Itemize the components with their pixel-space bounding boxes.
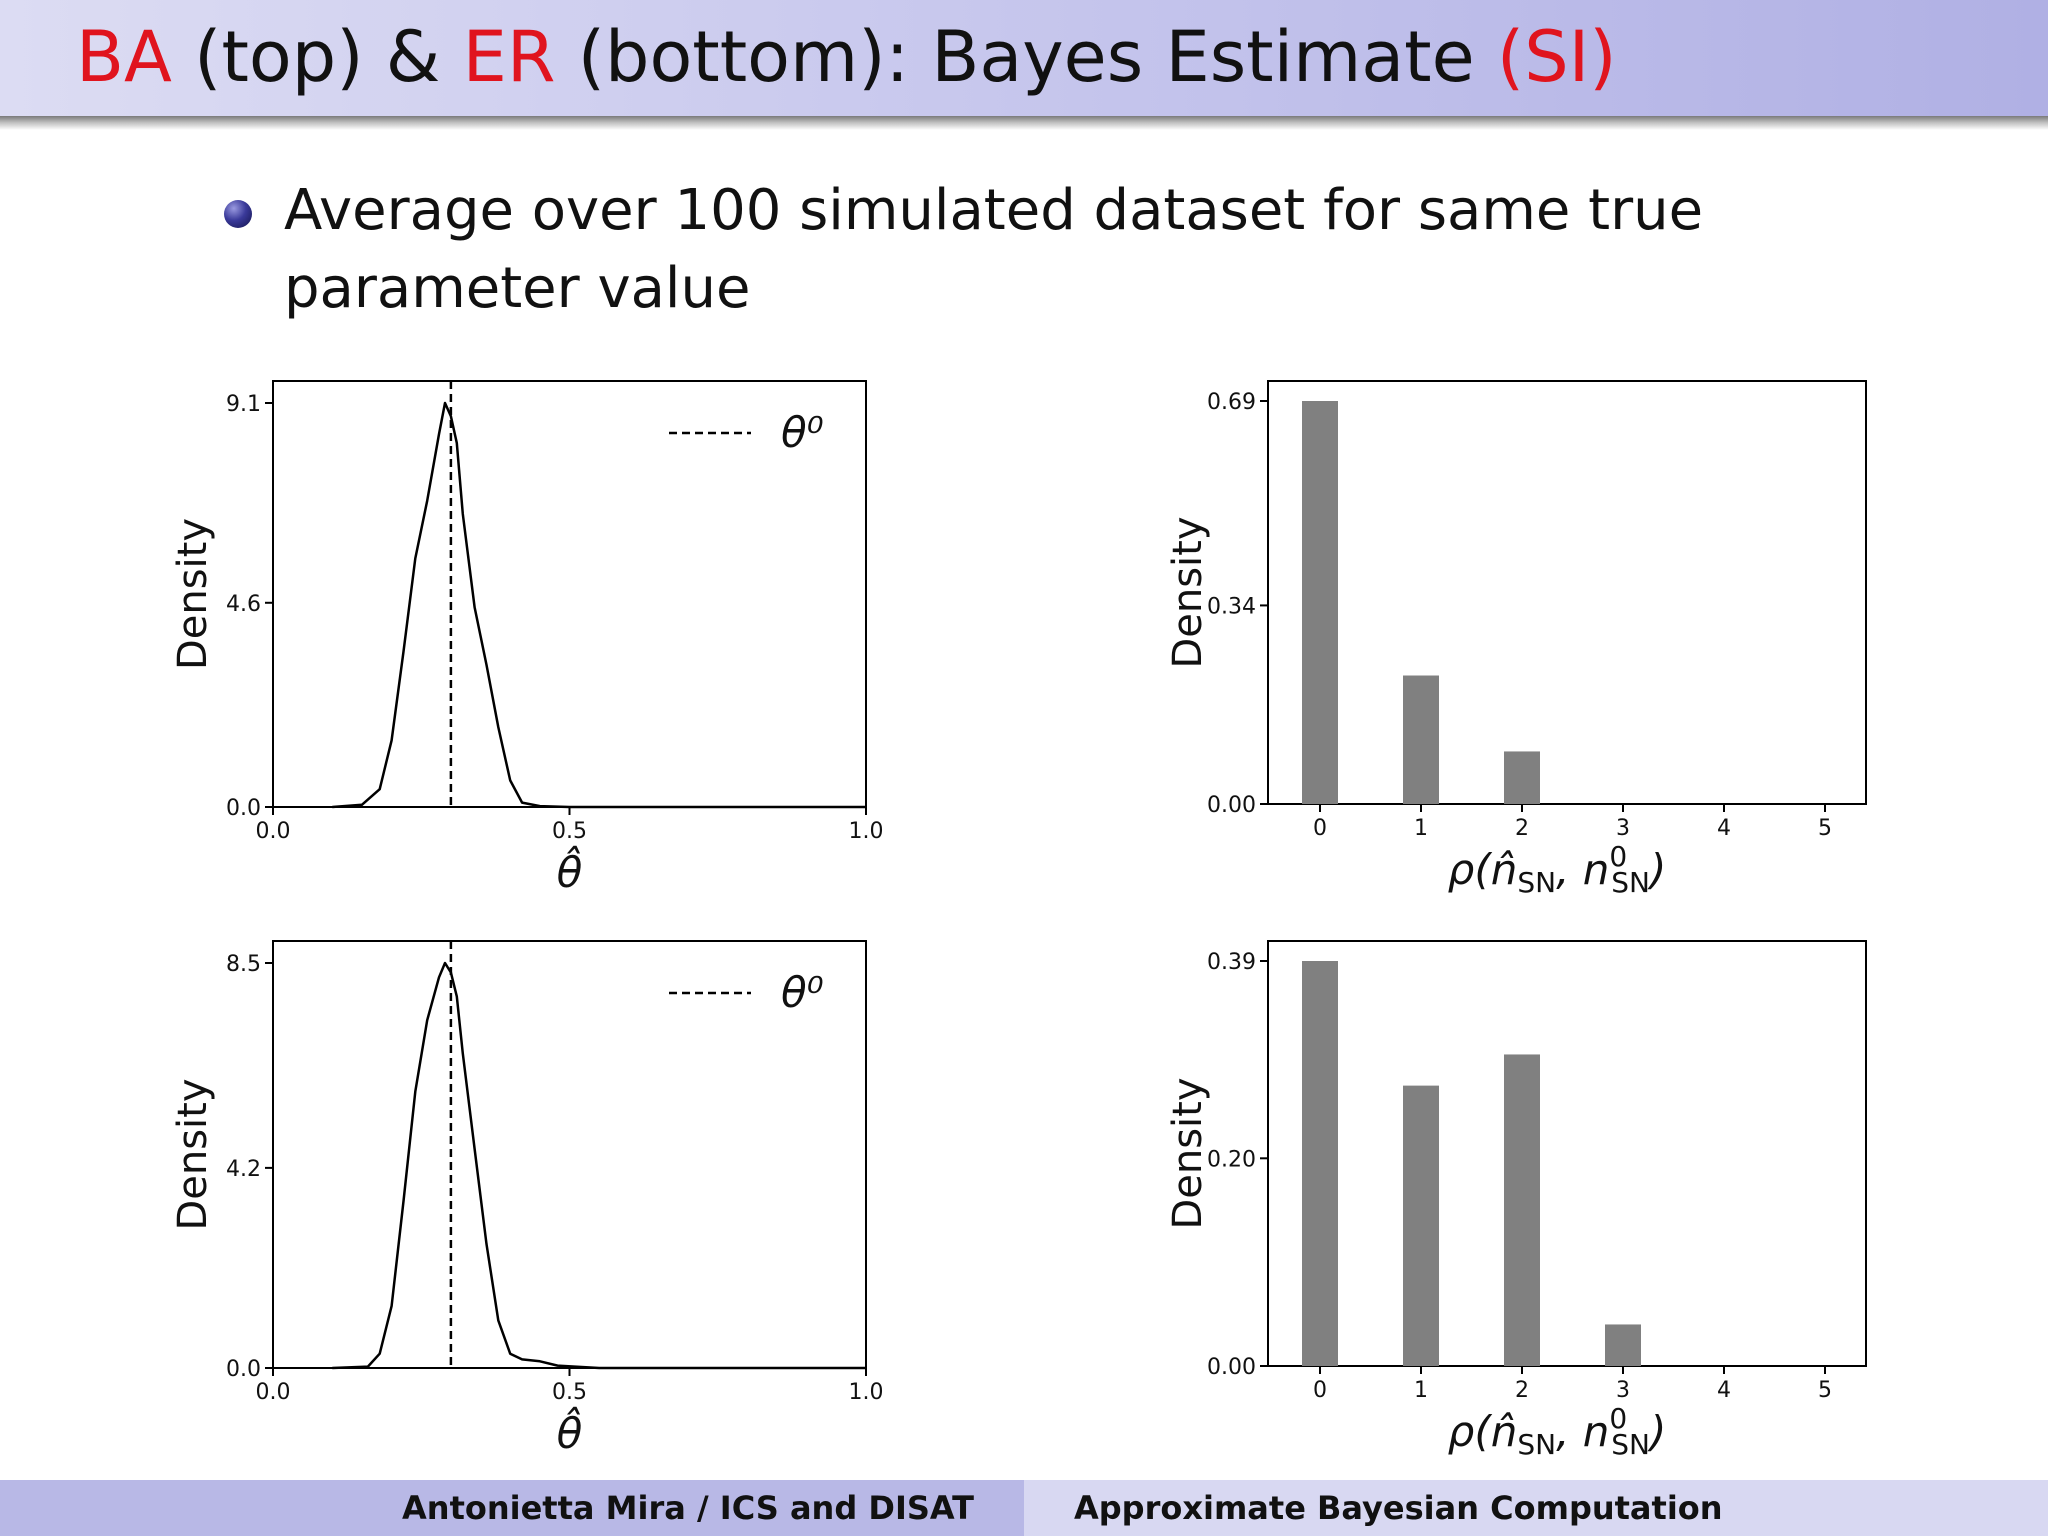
chart1-xtick-label: 0.0 — [256, 819, 291, 844]
chart2-xtick-label: 2 — [1515, 816, 1529, 841]
chart4-xtick-label: 4 — [1717, 1378, 1731, 1403]
chart1-ytick-label: 9.1 — [226, 392, 261, 417]
chart2-bar — [1302, 401, 1338, 804]
chart3-xlabel: θ̂ — [557, 1406, 583, 1458]
chart2-xtick-label: 4 — [1717, 816, 1731, 841]
chart2-xtick-label: 5 — [1818, 816, 1832, 841]
footer-talk-title: Approximate Bayesian Computation — [1024, 1480, 2048, 1536]
chart2-xtick-label: 3 — [1616, 816, 1630, 841]
chart4-xtick-label: 0 — [1313, 1378, 1327, 1403]
chart2-bar — [1403, 675, 1439, 804]
chart2-frame — [1267, 380, 1867, 805]
chart1-xtick-label: 1.0 — [849, 819, 884, 844]
chart4-bar — [1403, 1085, 1439, 1366]
chart3-ytick-label: 0.0 — [226, 1357, 261, 1382]
chart2-ylabel: Density — [1165, 516, 1211, 668]
chart2-xlabel: ρ(n̂SN, n0 SN) — [1448, 840, 1667, 899]
chart2-bar — [1504, 751, 1540, 804]
chart4-frame — [1267, 940, 1867, 1367]
chart4-ylabel: Density — [1165, 1077, 1211, 1229]
chart4-bar — [1605, 1324, 1641, 1366]
chart4-ytick-label: 0.39 — [1207, 950, 1256, 975]
chart1-legend-label: θ⁰ — [781, 408, 824, 457]
title-bar — [0, 0, 2048, 116]
footer: Antonietta Mira / ICS and DISAT Approxim… — [0, 1480, 2048, 1536]
chart4-ytick-label: 0.20 — [1207, 1147, 1256, 1172]
chart2-ytick-label: 0.00 — [1207, 793, 1256, 818]
chart3-xtick-label: 0.5 — [552, 1380, 587, 1405]
chart3-ylabel: Density — [170, 1078, 216, 1230]
title-er: ER — [462, 16, 556, 98]
slide-title: BA (top) & ER (bottom): Bayes Estimate (… — [76, 12, 1617, 102]
chart1-ylabel: Density — [170, 518, 216, 670]
chart3-xtick-label: 1.0 — [849, 1380, 884, 1405]
bullet-text: Average over 100 simulated dataset for s… — [284, 178, 1704, 321]
chart2-xtick-label: 0 — [1313, 816, 1327, 841]
title-shadow — [0, 116, 2048, 130]
title-bottom: (bottom): Bayes Estimate — [555, 16, 1497, 98]
chart3-legend-label: θ⁰ — [781, 968, 824, 1017]
chart4-xtick-label: 5 — [1818, 1378, 1832, 1403]
chart1-ytick-label: 0.0 — [226, 796, 261, 821]
title-ba: BA — [76, 16, 172, 98]
chart1-ytick-label: 4.6 — [226, 592, 261, 617]
chart3-frame — [272, 940, 867, 1369]
title-top: (top) & — [171, 16, 463, 98]
chart4-xlabel: ρ(n̂SN, n0 SN) — [1448, 1402, 1667, 1461]
chart2-ytick-label: 0.34 — [1207, 594, 1256, 619]
chart1-density-curve — [332, 401, 866, 809]
footer-author: Antonietta Mira / ICS and DISAT — [0, 1480, 1024, 1536]
chart1-frame — [272, 380, 867, 808]
chart4-xtick-label: 1 — [1414, 1378, 1428, 1403]
chart2-ytick-label: 0.69 — [1207, 390, 1256, 415]
chart3-ytick-label: 8.5 — [226, 952, 261, 977]
bullet-icon — [224, 200, 252, 228]
chart3-density-curve — [332, 961, 866, 1370]
chart2-xtick-label: 1 — [1414, 816, 1428, 841]
chart3-ytick-label: 4.2 — [226, 1157, 261, 1182]
chart4-xtick-label: 2 — [1515, 1378, 1529, 1403]
title-si: (SI) — [1496, 16, 1617, 98]
chart1-xlabel: θ̂ — [557, 845, 583, 897]
chart3-xtick-label: 0.0 — [256, 1380, 291, 1405]
chart4-bar — [1504, 1054, 1540, 1366]
chart1-xtick-label: 0.5 — [552, 819, 587, 844]
chart4-ytick-label: 0.00 — [1207, 1355, 1256, 1380]
chart4-bar — [1302, 961, 1338, 1366]
chart4-xtick-label: 3 — [1616, 1378, 1630, 1403]
